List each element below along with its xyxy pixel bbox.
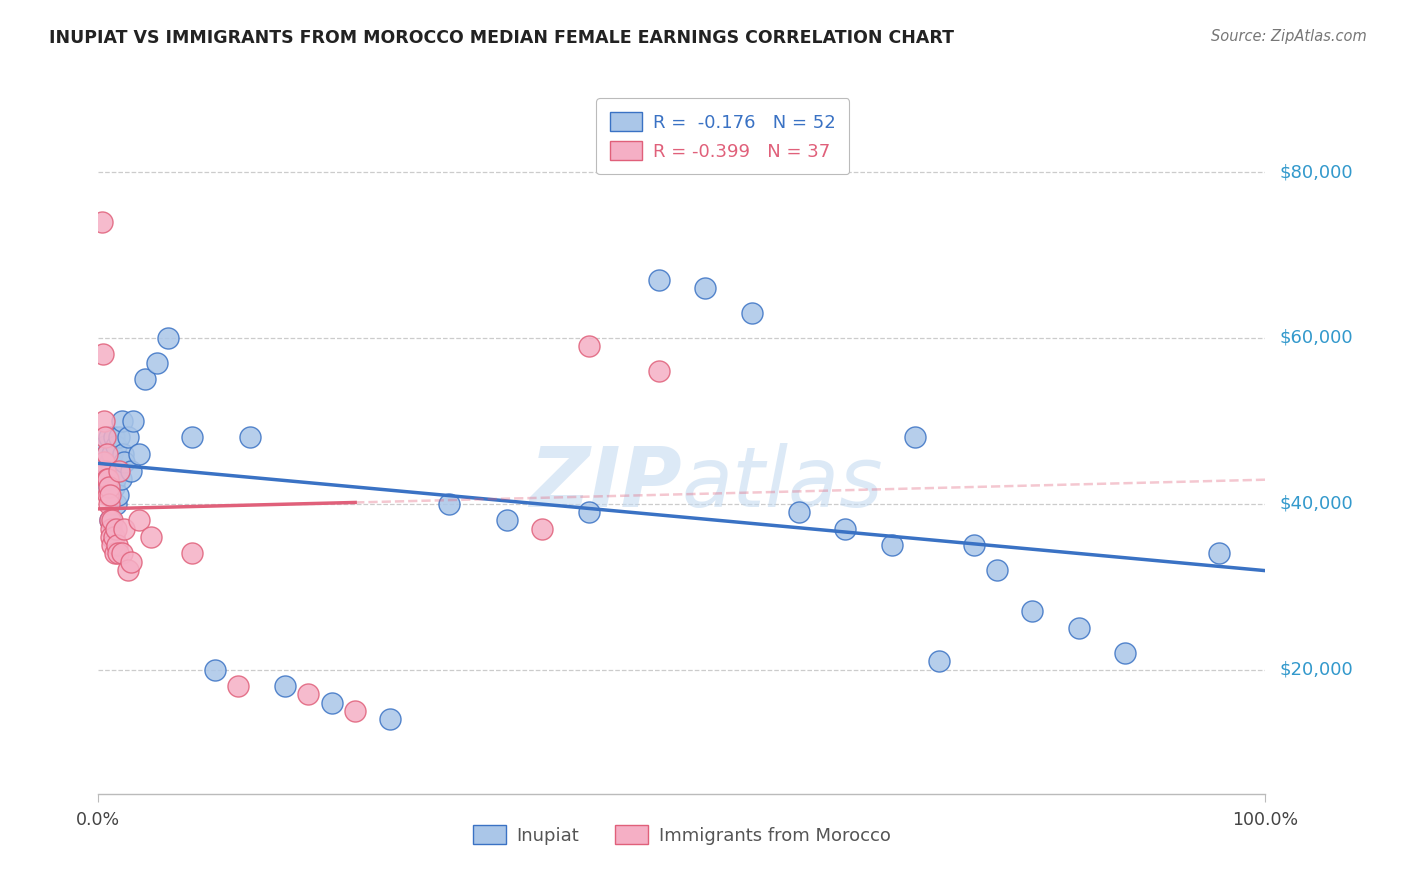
Point <box>101 513 124 527</box>
Point <box>1114 646 1136 660</box>
Point <box>97 488 120 502</box>
Point <box>97 480 120 494</box>
Point <box>100 464 122 478</box>
Point <box>239 430 262 444</box>
Point <box>97 472 120 486</box>
Point <box>111 414 134 428</box>
Text: ZIP: ZIP <box>529 443 682 524</box>
Point <box>928 654 950 668</box>
Text: $20,000: $20,000 <box>1279 660 1353 679</box>
Point <box>108 464 131 478</box>
Point <box>107 546 129 560</box>
Point <box>117 563 139 577</box>
Point <box>180 546 202 560</box>
Point <box>120 555 142 569</box>
Point <box>105 464 128 478</box>
Point <box>108 430 131 444</box>
Point <box>105 538 128 552</box>
Point <box>104 546 127 560</box>
Point <box>880 538 903 552</box>
Point <box>98 513 121 527</box>
Point <box>321 696 343 710</box>
Point <box>111 447 134 461</box>
Point <box>228 679 250 693</box>
Point <box>110 472 132 486</box>
Point <box>647 273 669 287</box>
Point <box>100 530 122 544</box>
Point <box>128 447 150 461</box>
Point <box>111 546 134 560</box>
Text: $80,000: $80,000 <box>1279 163 1353 181</box>
Point <box>274 679 297 693</box>
Text: Source: ZipAtlas.com: Source: ZipAtlas.com <box>1211 29 1367 44</box>
Point <box>297 687 319 701</box>
Point <box>904 430 927 444</box>
Text: $40,000: $40,000 <box>1279 495 1353 513</box>
Point <box>98 455 121 469</box>
Point <box>139 530 162 544</box>
Point <box>96 472 118 486</box>
Point <box>107 488 129 502</box>
Point <box>134 372 156 386</box>
Point <box>204 663 226 677</box>
Point <box>103 430 125 444</box>
Point <box>97 472 120 486</box>
Point <box>112 455 135 469</box>
Point <box>834 522 856 536</box>
Point <box>962 538 984 552</box>
Point <box>93 464 115 478</box>
Point <box>104 439 127 453</box>
Point <box>97 480 120 494</box>
Point <box>98 488 121 502</box>
Point <box>1021 605 1043 619</box>
Legend: Inupiat, Immigrants from Morocco: Inupiat, Immigrants from Morocco <box>465 817 898 852</box>
Point <box>578 505 600 519</box>
Point <box>180 430 202 444</box>
Text: INUPIAT VS IMMIGRANTS FROM MOROCCO MEDIAN FEMALE EARNINGS CORRELATION CHART: INUPIAT VS IMMIGRANTS FROM MOROCCO MEDIA… <box>49 29 955 46</box>
Point <box>112 522 135 536</box>
Point <box>787 505 810 519</box>
Point <box>496 513 519 527</box>
Point <box>530 522 553 536</box>
Point <box>1208 546 1230 560</box>
Point <box>1067 621 1090 635</box>
Point <box>103 530 125 544</box>
Point <box>90 215 112 229</box>
Point <box>986 563 1008 577</box>
Point <box>647 364 669 378</box>
Point <box>117 430 139 444</box>
Point <box>97 497 120 511</box>
Point <box>94 464 117 478</box>
Point <box>344 704 367 718</box>
Point <box>101 538 124 552</box>
Point <box>122 414 145 428</box>
Point <box>93 455 115 469</box>
Point <box>741 306 763 320</box>
Point <box>104 472 127 486</box>
Point <box>97 430 120 444</box>
Point <box>91 347 114 361</box>
Point <box>578 339 600 353</box>
Point <box>101 447 124 461</box>
Point <box>96 447 118 461</box>
Point <box>96 447 118 461</box>
Point <box>94 430 117 444</box>
Text: $60,000: $60,000 <box>1279 329 1353 347</box>
Point <box>94 439 117 453</box>
Point <box>380 712 402 726</box>
Point <box>100 522 122 536</box>
Point <box>103 480 125 494</box>
Point <box>146 356 169 370</box>
Point <box>93 414 115 428</box>
Point <box>104 497 127 511</box>
Point <box>104 522 127 536</box>
Point <box>98 513 121 527</box>
Point <box>437 497 460 511</box>
Point <box>128 513 150 527</box>
Point <box>695 281 717 295</box>
Text: atlas: atlas <box>682 443 883 524</box>
Point <box>120 464 142 478</box>
Point <box>157 331 180 345</box>
